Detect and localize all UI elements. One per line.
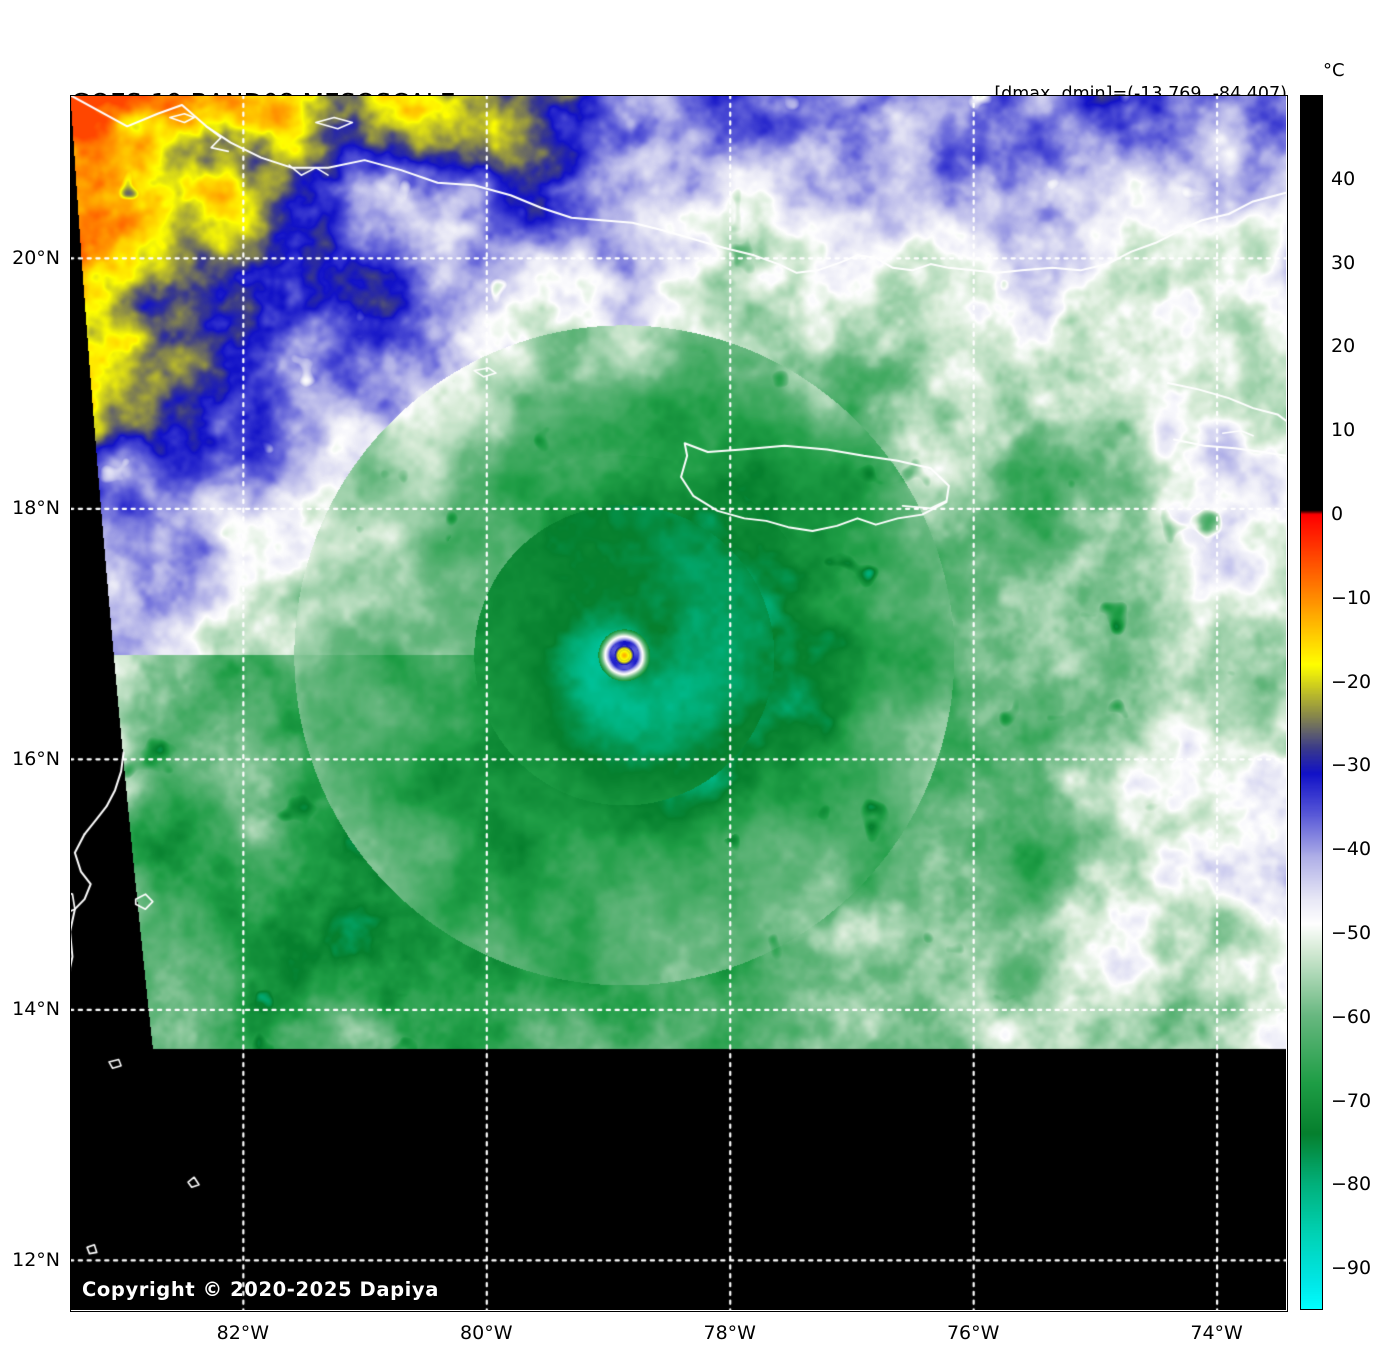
colorbar[interactable] — [1300, 95, 1323, 1310]
colorbar-gradient[interactable] — [1300, 95, 1323, 1310]
colorbar-unit-label: °C — [1323, 60, 1345, 81]
latitude-tick: 20°N — [12, 246, 60, 269]
colorbar-tick: −10 — [1331, 586, 1372, 609]
satellite-plot-area[interactable] — [70, 95, 1286, 1310]
colorbar-tick: −30 — [1331, 754, 1372, 777]
colorbar-tick: −80 — [1331, 1173, 1372, 1196]
colorbar-tick: −50 — [1331, 921, 1372, 944]
colorbar-tick: 20 — [1331, 335, 1356, 358]
latitude-tick: 16°N — [12, 747, 60, 770]
longitude-tick: 78°W — [703, 1322, 756, 1344]
colorbar-tick: −20 — [1331, 670, 1372, 693]
colorbar-tick: 30 — [1331, 251, 1356, 274]
longitude-tick: 82°W — [216, 1322, 270, 1344]
longitude-tick: 80°W — [460, 1322, 513, 1344]
latitude-tick: 18°N — [12, 497, 60, 520]
colorbar-tick: 10 — [1331, 419, 1356, 442]
colorbar-tick: −60 — [1331, 1005, 1372, 1028]
colorbar-tick: −40 — [1331, 838, 1372, 861]
colorbar-tick: −70 — [1331, 1089, 1372, 1112]
longitude-tick: 74°W — [1190, 1322, 1243, 1344]
latitude-tick: 12°N — [12, 1248, 60, 1271]
satellite-imagery-canvas[interactable] — [70, 95, 1286, 1310]
colorbar-tick: 40 — [1331, 167, 1356, 190]
longitude-tick: 76°W — [946, 1322, 1000, 1344]
colorbar-tick: 0 — [1331, 502, 1344, 525]
latitude-tick: 14°N — [12, 998, 60, 1021]
copyright-label: Copyright © 2020-2025 Dapiya — [82, 1278, 440, 1301]
colorbar-tick: −90 — [1331, 1257, 1372, 1280]
